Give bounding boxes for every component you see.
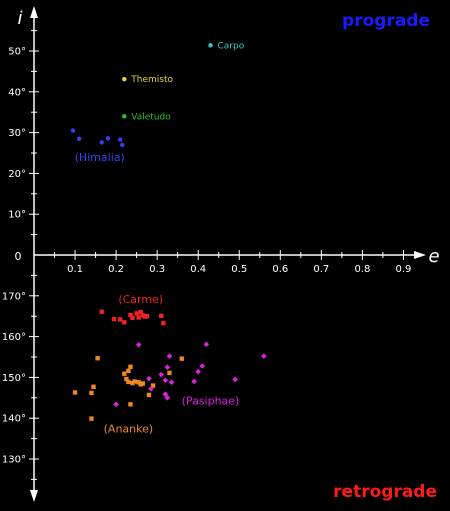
ananke-point-20 [179, 356, 184, 361]
tick-labels: 0.1 0.2 0.3 0.4 0.5 0.6 0.7 0.8 0.9 10° 20° 30° 40° 5… [2, 47, 411, 466]
ananke-point-19 [167, 370, 172, 376]
ananke-point-18 [150, 383, 156, 388]
carme-point-14 [161, 320, 166, 326]
moon-point-valetudo [122, 114, 127, 119]
himalia-point-2 [76, 136, 82, 141]
carme-point-6 [130, 315, 135, 321]
pasiphae-point-16 [232, 376, 238, 383]
point-labels: Carpo Themisto Valetudo (Himalia) (Carme) (An… [75, 41, 245, 435]
himalia-point-4 [105, 136, 111, 141]
x-tick-label: 0.8 [354, 264, 370, 275]
carme-point-2 [111, 316, 117, 322]
carme-point-4 [122, 320, 127, 325]
ananke-point-4 [95, 356, 100, 361]
group-label-pasiphae: (Pasiphae) [182, 395, 240, 408]
pasiphae-point-10 [164, 395, 171, 401]
pasiphae-point-13 [195, 368, 201, 375]
x-tick-label: 0.7 [313, 264, 329, 275]
pasiphae-point-17 [261, 353, 267, 359]
pasiphae-point-7 [162, 377, 169, 384]
pasiphae-point-5 [158, 371, 165, 378]
moon-point-carpo [208, 43, 213, 48]
pasiphae-point-15 [203, 341, 210, 348]
ananke-point-16 [128, 402, 133, 407]
x-axis-arrow [414, 251, 426, 259]
x-tick-label: 0.2 [108, 264, 124, 275]
x-tick-label: 0.4 [190, 264, 206, 275]
x-tick-label: 0.5 [231, 264, 247, 275]
pasiphae-point-8 [164, 364, 171, 370]
moon-point-themisto [122, 76, 127, 82]
ananke-point-5 [89, 416, 94, 421]
y-tick-label: 40° [8, 87, 26, 98]
ananke-point-8 [126, 379, 131, 385]
y-tick-label: 10° [8, 210, 26, 221]
y-tick-label: 150° [2, 373, 26, 384]
himalia-point-3 [99, 140, 104, 145]
ananke-point-3 [91, 384, 96, 389]
ananke-point-6 [122, 371, 127, 376]
group-label-carme: (Carme) [118, 293, 163, 306]
ananke-point-15 [140, 381, 145, 386]
x-axis-title: e [428, 246, 439, 267]
pasiphae-point-9 [166, 353, 173, 359]
x-tick-label: 0.1 [67, 264, 83, 275]
carme-point-5 [128, 312, 133, 318]
prograde-title: prograde [342, 11, 430, 31]
pasiphae-point-4 [148, 386, 154, 392]
y-tick-label: 160° [2, 332, 26, 343]
x-tick-label: 0.3 [149, 264, 165, 275]
y-tick-label: 170° [2, 291, 26, 302]
ananke-point-1 [72, 390, 78, 395]
tick-marks [29, 30, 404, 480]
y-tick-label: 30° [8, 128, 26, 139]
himalia-point-6 [120, 142, 125, 148]
pasiphae-point-11 [168, 379, 175, 386]
ananke-point-10 [128, 364, 133, 369]
y-axis-arrow-top [30, 6, 38, 18]
y-axis-arrow-bottom [30, 490, 38, 502]
carme-point-9 [138, 309, 143, 315]
pasiphae-point-3 [146, 375, 152, 382]
moon-label-carpo: Carpo [218, 41, 245, 51]
y-tick-label: 20° [8, 169, 26, 180]
ananke-point-12 [132, 379, 137, 384]
carme-point-7 [134, 311, 139, 316]
carme-point-1 [99, 309, 104, 314]
pasiphae-point-1 [113, 401, 119, 408]
moon-label-themisto: Themisto [130, 75, 173, 85]
y-tick-label: 140° [2, 414, 26, 425]
ananke-point-2 [89, 390, 94, 396]
carme-point-13 [159, 313, 164, 318]
ananke-point-7 [124, 376, 129, 382]
group-label-himalia: (Himalia) [75, 151, 125, 164]
pasiphae-point-12 [191, 378, 197, 385]
y-axis-title: i [17, 8, 22, 29]
carme-point-3 [118, 317, 123, 322]
group-label-ananke: (Ananke) [104, 422, 154, 435]
ananke-point-9 [126, 368, 131, 374]
axes [30, 6, 426, 502]
x-tick-label: 0.9 [395, 264, 411, 275]
moon-label-valetudo: Valetudo [131, 112, 171, 122]
origin-label: 0 [15, 250, 22, 263]
y-tick-label: 50° [8, 47, 26, 58]
retrograde-title: retrograde [333, 482, 437, 502]
carme-point-12 [144, 314, 150, 319]
pasiphae-point-6 [162, 391, 169, 397]
y-tick-label: 130° [2, 455, 26, 466]
ananke-point-17 [146, 392, 152, 398]
himalia-point-1 [70, 128, 76, 133]
pasiphae-point-2 [135, 341, 142, 348]
data-points [70, 43, 267, 421]
pasiphae-point-14 [199, 363, 206, 369]
x-tick-label: 0.6 [272, 264, 288, 275]
carme-point-8 [136, 315, 141, 320]
himalia-point-5 [118, 137, 123, 142]
